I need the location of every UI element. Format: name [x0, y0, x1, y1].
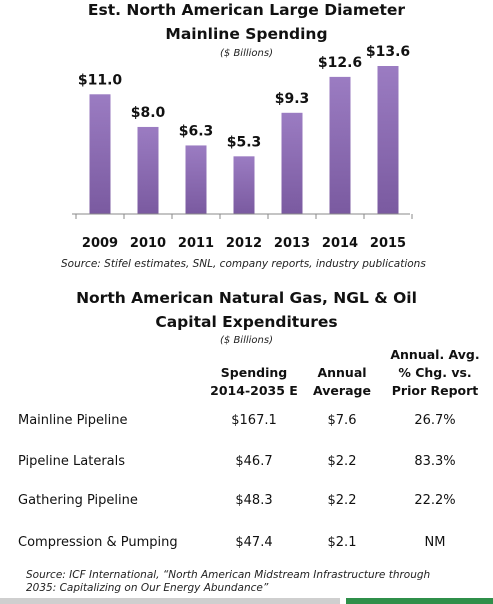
chart-title-line1: Est. North American Large Diameter: [87, 1, 406, 19]
bar-2009: [89, 94, 111, 214]
row-change: 26.7%: [414, 413, 456, 428]
x-tick-label-2012: 2012: [226, 236, 262, 251]
chart-source: Source: Stifel estimates, SNL, company r…: [61, 258, 426, 270]
table-source: Source: ICF International, “North Americ…: [26, 569, 430, 595]
data-label-2012: $5.3: [227, 134, 262, 150]
row-label: Compression & Pumping: [18, 535, 178, 550]
column-header-average-line1: Annual: [317, 365, 367, 380]
data-label-2014: $12.6: [318, 55, 362, 71]
row-spending: $46.7: [235, 454, 273, 469]
row-average: $7.6: [327, 413, 357, 428]
column-header-average: Annual Average: [302, 364, 382, 400]
data-label-2011: $6.3: [179, 123, 214, 139]
table-source-line2: 2035: Capitalizing on Our Energy Abundan…: [26, 582, 269, 594]
bar-2012: [233, 156, 255, 214]
x-tick-label-2011: 2011: [178, 236, 214, 251]
row-change: NM: [424, 535, 446, 550]
chart-title-line2: Mainline Spending: [165, 25, 328, 43]
column-header-average-line2: Average: [313, 383, 371, 398]
column-header-change-line1: Annual. Avg.: [390, 347, 480, 362]
column-header-change-line3: Prior Report: [391, 383, 479, 398]
x-tick-label-2014: 2014: [322, 236, 358, 251]
table-unit-label: ($ Billions): [220, 335, 273, 346]
row-spending: $48.3: [235, 493, 273, 508]
row-spending: $167.1: [231, 413, 277, 428]
footer-accent-gray: [0, 598, 340, 604]
x-tick-label-2009: 2009: [82, 236, 118, 251]
data-label-2013: $9.3: [275, 91, 310, 107]
row-label: Pipeline Laterals: [18, 454, 126, 469]
column-header-change: Annual. Avg. % Chg. vs. Prior Report: [376, 346, 493, 400]
row-spending: $47.4: [235, 535, 273, 550]
bar-2015: [377, 66, 399, 214]
table-source-line1: Source: ICF International, “North Americ…: [26, 569, 431, 581]
data-label-2010: $8.0: [131, 105, 166, 121]
data-label-2009: $11.0: [78, 72, 123, 88]
column-header-spending: Spending 2014-2035 E: [198, 364, 310, 400]
x-tick-label-2013: 2013: [274, 236, 310, 251]
row-change: 83.3%: [414, 454, 456, 469]
column-header-change-line2: % Chg. vs.: [398, 365, 472, 380]
bar-2011: [185, 145, 207, 214]
column-header-spending-line2: 2014-2035 E: [210, 383, 298, 398]
table-title-line1: North American Natural Gas, NGL & Oil: [76, 289, 417, 307]
row-average: $2.2: [327, 454, 357, 469]
x-tick-label-2010: 2010: [130, 236, 166, 251]
footer-accent-green: [346, 598, 493, 604]
row-label: Gathering Pipeline: [18, 493, 138, 508]
x-tick-label-2015: 2015: [370, 236, 406, 251]
row-label: Mainline Pipeline: [18, 413, 128, 428]
table-title-line2: Capital Expenditures: [155, 313, 338, 331]
bar-2013: [281, 112, 303, 214]
row-average: $2.1: [327, 535, 357, 550]
bar-2010: [137, 126, 159, 214]
bar-2014: [329, 76, 351, 214]
column-header-spending-line1: Spending: [220, 365, 288, 380]
row-average: $2.2: [327, 493, 357, 508]
data-label-2015: $13.6: [366, 44, 410, 60]
chart-unit-label: ($ Billions): [220, 48, 273, 59]
bar-chart: $11.0 $8.0 $6.3 $5.3 $9.3 $12.6$13.6 2009 2010…: [72, 44, 413, 251]
row-change: 22.2%: [414, 493, 456, 508]
